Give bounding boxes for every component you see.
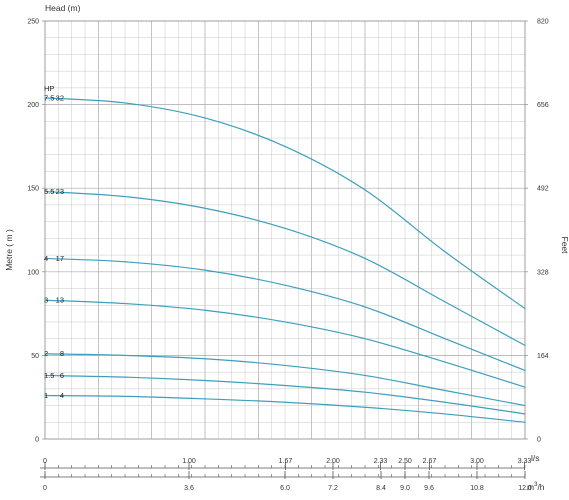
flow-axis-m3h-tick-label: 6.0 (280, 485, 290, 492)
left-axis-tick-label: 200 (27, 102, 39, 109)
curve-labels: 7.5 32 5.5 23 4 17 3 13 2 8 1.5 6 1 4 (44, 93, 64, 400)
right-axis-tick-label: 656 (537, 102, 549, 109)
left-axis-tick-label: 50 (31, 353, 39, 360)
flow-axis-m3h-tick-label: 8.4 (376, 485, 386, 492)
curve-stages-label: 32 (56, 93, 64, 102)
flow-axis-ls-tick-label: 2.67 (423, 458, 437, 465)
flow-unit-m3h-label: m3/h (527, 482, 545, 492)
left-axis: 0 50 100 150 200 250 (27, 19, 45, 444)
flow-axis-m3h-tick-label: 9.0 (400, 485, 410, 492)
curve-hp-label: 1 (44, 391, 48, 400)
right-axis-tick-label: 0 (537, 437, 541, 444)
curve-hp-label: 5.5 (44, 187, 54, 196)
plot-frame (44, 20, 526, 440)
curve-stages-label: 8 (60, 349, 64, 358)
right-axis-tick-label: 164 (537, 353, 549, 360)
curve-hp-label: 7.5 (44, 93, 54, 102)
curve-hp-label: 1.5 (44, 371, 54, 380)
flow-axis-ls-tick-label: 2.33 (374, 458, 388, 465)
right-axis-tick-label: 492 (537, 186, 549, 193)
flow-axis-ls-tick-label: 2.00 (326, 458, 340, 465)
left-axis-tick-label: 250 (27, 19, 39, 26)
chart-title: Head (m) (45, 3, 81, 13)
flow-axes: 0 1.00 1.67 2.00 2.33 2.50 2.67 3.00 3.33 l/s 0 3.6… (40, 453, 545, 492)
left-axis-tick-label: 0 (35, 437, 39, 444)
curve-hp-label: 3 (44, 296, 48, 305)
flow-axis-ls-tick-label: 1.67 (279, 458, 293, 465)
grid (45, 21, 525, 439)
performance-curves (44, 97, 526, 423)
curve-stages-label: 13 (56, 296, 64, 305)
flow-axis-ls-tick-label: 2.50 (398, 458, 412, 465)
series-header-label: HP (44, 84, 54, 93)
flow-axis-ls-tick-label: 1.00 (182, 458, 196, 465)
curve-stages-label: 6 (60, 371, 64, 380)
flow-axis-m3h-tick-label: 7.2 (328, 485, 338, 492)
flow-axis-m3h-tick-label: 9.6 (424, 485, 434, 492)
flow-axis-m3h-tick-label: 12.0 (518, 485, 532, 492)
left-axis-tick-label: 100 (27, 269, 39, 276)
flow-axis-m3h-tick-label: 3.6 (184, 485, 194, 492)
curve-7.5hp-32-stages (44, 97, 526, 310)
right-axis-title: Feet (560, 236, 569, 254)
curve-stages-label: 23 (56, 187, 64, 196)
curve-5.5hp-23-stages (44, 190, 526, 346)
curve-3hp-13-stages (44, 299, 526, 388)
left-axis-tick-label: 150 (27, 186, 39, 193)
flow-unit-ls-label: l/s (531, 453, 540, 463)
curve-2hp-8-stages (44, 353, 526, 407)
curve-4hp-17-stages (44, 257, 526, 372)
curve-1hp-4-stages (44, 394, 526, 423)
curve-stages-label: 17 (56, 254, 64, 263)
right-axis-tick-label: 820 (537, 19, 549, 26)
curve-1.5hp-6-stages (44, 374, 526, 415)
right-axis-tick-label: 328 (537, 269, 549, 276)
right-axis: 0 164 328 492 656 820 (525, 19, 549, 444)
left-axis-title: Metre ( m ) (4, 229, 14, 271)
flow-axis-ls-tick-label: 3.33 (518, 458, 532, 465)
flow-axis-ls-tick-label: 3.00 (470, 458, 484, 465)
curve-stages-label: 4 (60, 391, 64, 400)
curve-hp-label: 2 (44, 349, 48, 358)
flow-axis-m3h-tick-label: 10.8 (470, 485, 484, 492)
curve-hp-label: 4 (44, 254, 48, 263)
flow-axis-ls-tick-label: 0 (43, 458, 47, 465)
flow-axis-m3h-tick-label: 0 (43, 485, 47, 492)
